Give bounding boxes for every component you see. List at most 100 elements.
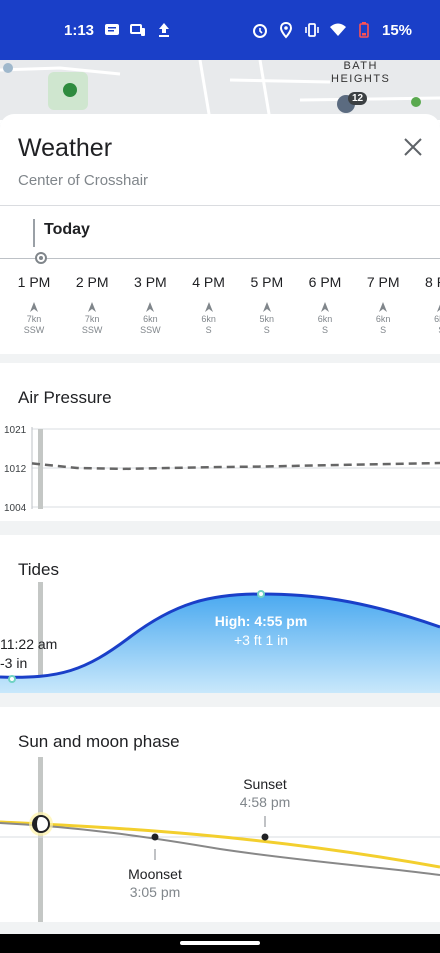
wind-speed: 5kn	[259, 314, 275, 324]
current-time-marker	[38, 429, 43, 509]
wind-direction: SSW	[81, 325, 103, 335]
page-subtitle: Center of Crosshair	[18, 172, 149, 189]
tides-card: Tides High: 4:55 pm +3 ft 1 in 11:22 am …	[0, 535, 440, 693]
moonset-time: 3:05 pm	[130, 884, 181, 900]
hour-label: 7 PM	[366, 274, 400, 290]
hour-column[interactable]: 4 PM 6kn S	[180, 274, 238, 336]
wind-speed: 7kn	[84, 314, 100, 324]
y-tick-1012: 1012	[4, 464, 27, 475]
tides-title: Tides	[18, 560, 59, 579]
location-icon	[279, 21, 293, 39]
map-place-label: BATH HEIGHTS	[331, 60, 391, 85]
page-title: Weather	[18, 134, 113, 162]
high-tide-label: High: 4:55 pm	[215, 613, 308, 629]
wind-speed: 7kn	[26, 314, 42, 324]
hour-column[interactable]: 1 PM 7kn SSW	[5, 274, 63, 336]
wind-direction: SSW	[140, 325, 161, 335]
tide-area	[0, 594, 440, 693]
status-time: 1:13	[64, 22, 95, 39]
devices-icon	[130, 24, 145, 36]
low-tide-label: 11:22 am	[0, 636, 57, 652]
y-tick-1021: 1021	[4, 425, 27, 436]
air-pressure-card: Air Pressure 1021 1012 1004	[0, 363, 440, 521]
hour-column[interactable]: 7 PM 6kn S	[354, 274, 412, 336]
hour-label: 4 PM	[192, 274, 225, 290]
air-pressure-chart: 1021 1012 1004	[4, 425, 440, 514]
route-badge: 12	[348, 92, 368, 105]
day-label: Today	[44, 221, 90, 238]
wind-arrow-icon	[88, 302, 97, 312]
map-roads	[0, 60, 440, 120]
hour-column[interactable]: 5 PM 5kn S	[238, 274, 296, 336]
system-nav-bar	[0, 934, 440, 953]
wind-arrow-icon	[30, 302, 38, 312]
hour-column[interactable]: 2 PM 7kn SSW	[63, 274, 121, 336]
low-tide-height: -3 in	[0, 655, 27, 671]
current-time-marker	[38, 582, 43, 693]
pressure-series-line	[31, 461, 440, 471]
wind-arrow-icon	[379, 302, 388, 312]
low-tide-point	[8, 675, 16, 683]
wind-speed: 6kn	[317, 314, 333, 324]
day-marker	[33, 219, 35, 247]
moon-phase-shade	[33, 816, 41, 832]
wind-arrow-icon	[437, 305, 440, 312]
divider	[0, 205, 440, 206]
high-tide-point	[257, 590, 265, 598]
alarm-icon	[253, 24, 267, 38]
wind-direction: S	[380, 325, 387, 335]
hour-label: 3 PM	[134, 274, 167, 290]
wind-speed: 6kn	[143, 314, 158, 324]
close-icon[interactable]	[400, 134, 426, 160]
moon-path-line	[0, 822, 440, 876]
current-time-marker	[38, 757, 43, 922]
map-view[interactable]: BATH HEIGHTS 12	[0, 60, 440, 120]
air-pressure-title: Air Pressure	[18, 388, 112, 407]
weather-header-card: Weather Center of Crosshair Today 1 PM 7k…	[0, 114, 440, 354]
high-tide-height: +3 ft 1 in	[234, 632, 288, 648]
status-bar: 1:13 15%	[0, 0, 440, 60]
timeline-track[interactable]	[0, 258, 440, 259]
hour-label: 6 PM	[308, 274, 342, 290]
sun-moon-chart: Moonset 3:05 pm Sunset 4:58 pm	[0, 757, 440, 922]
sun-moon-card: Sun and moon phase Moonset 3:05 pm Sunse…	[0, 707, 440, 922]
upload-icon	[159, 23, 169, 37]
wind-speed: 6kn	[434, 314, 440, 324]
weather-sheet: Weather Center of Crosshair Today 1 PM 7k…	[0, 114, 440, 934]
battery-percent: 15%	[382, 22, 413, 39]
hourly-forecast[interactable]: 1 PM 7kn SSW 2 PM 7kn SSW 3 PM 6kn SSW 4 PM 6kn S 5 …	[0, 274, 440, 354]
wind-arrow-icon	[262, 302, 271, 312]
hour-label: 8 PM	[425, 274, 440, 290]
wifi-icon	[330, 23, 346, 36]
wind-speed: 6kn	[375, 314, 391, 324]
sunset-point	[261, 833, 269, 841]
hour-label: 5 PM	[250, 274, 284, 290]
sunset-label: Sunset	[243, 776, 287, 792]
hour-label: 2 PM	[75, 274, 109, 290]
hour-column[interactable]: 3 PM 6kn SSW	[121, 274, 179, 336]
moonset-label: Moonset	[128, 866, 182, 882]
wind-arrow-icon	[204, 302, 213, 312]
hour-column[interactable]: 6 PM 6kn S	[296, 274, 354, 336]
tides-chart: High: 4:55 pm +3 ft 1 in 11:22 am -3 in	[0, 582, 440, 693]
y-tick-1004: 1004	[4, 503, 27, 514]
wind-direction: S	[412, 325, 440, 336]
moonset-point	[151, 833, 159, 841]
vibrate-icon	[305, 23, 319, 37]
message-icon	[105, 24, 119, 35]
home-handle[interactable]	[180, 941, 260, 945]
hour-label: 1 PM	[17, 274, 51, 290]
wind-direction: SSW	[23, 325, 45, 335]
timeline-handle[interactable]	[35, 252, 47, 264]
wind-direction: S	[321, 325, 328, 335]
wind-direction: S	[205, 325, 212, 335]
sun-moon-title: Sun and moon phase	[18, 732, 180, 751]
wind-direction: S	[263, 325, 270, 335]
wind-arrow-icon	[146, 302, 155, 312]
battery-icon	[359, 22, 369, 38]
sunset-time: 4:58 pm	[240, 794, 291, 810]
wind-speed: 6kn	[201, 314, 216, 324]
wind-arrow-icon	[321, 302, 329, 312]
tide-line	[0, 592, 440, 679]
